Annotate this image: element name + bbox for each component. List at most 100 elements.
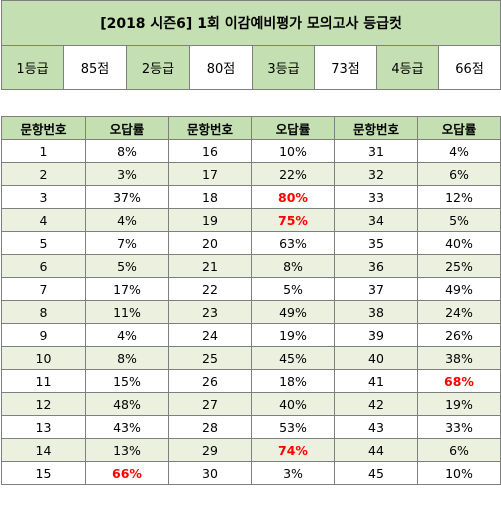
grade-label-2: 2등급	[126, 45, 190, 90]
table-row: 7 17% 22 5% 37 49%	[1, 277, 501, 301]
grade-label-1: 1등급	[1, 45, 64, 90]
question-number-cell: 30	[168, 461, 252, 485]
question-number-cell: 45	[334, 461, 418, 485]
question-number-cell: 32	[334, 162, 418, 186]
question-number-cell: 6	[1, 254, 86, 278]
table-row: 10 8% 25 45% 40 38%	[1, 346, 501, 370]
question-number-cell: 10	[1, 346, 86, 370]
error-rate-cell: 4%	[85, 323, 169, 347]
grade-score-1: 85점	[63, 45, 127, 90]
table-row: 1 8% 16 10% 31 4%	[1, 139, 501, 163]
question-number-cell: 5	[1, 231, 86, 255]
error-rate-cell: 40%	[251, 392, 335, 416]
error-rate-cell: 19%	[417, 392, 501, 416]
question-number-cell: 15	[1, 461, 86, 485]
question-number-cell: 29	[168, 438, 252, 462]
question-number-cell: 2	[1, 162, 86, 186]
question-number-cell: 25	[168, 346, 252, 370]
error-rate-cell: 48%	[85, 392, 169, 416]
table-row: 12 48% 27 40% 42 19%	[1, 392, 501, 416]
question-number-cell: 21	[168, 254, 252, 278]
error-rate-cell: 8%	[251, 254, 335, 278]
question-number-cell: 11	[1, 369, 86, 393]
question-number-cell: 38	[334, 300, 418, 324]
question-number-cell: 17	[168, 162, 252, 186]
page-title: [2018 시즌6] 1회 이감예비평가 모의고사 등급컷	[0, 0, 501, 46]
error-rate-cell: 49%	[251, 300, 335, 324]
error-rate-cell: 38%	[417, 346, 501, 370]
question-number-cell: 12	[1, 392, 86, 416]
table-row: 3 37% 18 80% 33 12%	[1, 185, 501, 209]
question-number-cell: 44	[334, 438, 418, 462]
error-rate-cell: 7%	[85, 231, 169, 255]
error-rate-cell: 49%	[417, 277, 501, 301]
column-header: 오답률	[85, 116, 169, 140]
column-header: 오답률	[417, 116, 501, 140]
error-rate-cell: 6%	[417, 438, 501, 462]
question-number-cell: 34	[334, 208, 418, 232]
grade-label-3: 3등급	[252, 45, 315, 90]
error-rate-cell: 33%	[417, 415, 501, 439]
question-number-cell: 1	[1, 139, 86, 163]
column-header: 오답률	[251, 116, 335, 140]
error-rate-cell: 63%	[251, 231, 335, 255]
table-row: 8 11% 23 49% 38 24%	[1, 300, 501, 324]
table-row: 15 66% 30 3% 45 10%	[1, 461, 501, 485]
question-number-cell: 23	[168, 300, 252, 324]
error-rate-cell: 19%	[251, 323, 335, 347]
question-number-cell: 33	[334, 185, 418, 209]
error-rate-cell: 40%	[417, 231, 501, 255]
question-number-cell: 27	[168, 392, 252, 416]
question-number-cell: 37	[334, 277, 418, 301]
error-rate-cell: 5%	[251, 277, 335, 301]
error-rate-cell-highlight: 66%	[85, 461, 169, 485]
question-number-cell: 31	[334, 139, 418, 163]
table-row: 13 43% 28 53% 43 33%	[1, 415, 501, 439]
question-number-cell: 7	[1, 277, 86, 301]
question-number-cell: 20	[168, 231, 252, 255]
grade-score-3: 73점	[314, 45, 377, 90]
error-rate-table: 문항번호 오답률 문항번호 오답률 문항번호 오답률 1 8% 16 10% 31 4% 2…	[1, 116, 501, 485]
error-rate-cell: 10%	[251, 139, 335, 163]
question-number-cell: 42	[334, 392, 418, 416]
error-rate-cell: 8%	[85, 139, 169, 163]
error-rate-cell: 17%	[85, 277, 169, 301]
error-rate-cell-highlight: 75%	[251, 208, 335, 232]
table-row: 4 4% 19 75% 34 5%	[1, 208, 501, 232]
question-number-cell: 19	[168, 208, 252, 232]
question-number-cell: 43	[334, 415, 418, 439]
error-rate-cell: 18%	[251, 369, 335, 393]
error-rate-cell: 11%	[85, 300, 169, 324]
error-rate-cell: 22%	[251, 162, 335, 186]
question-number-cell: 8	[1, 300, 86, 324]
question-number-cell: 16	[168, 139, 252, 163]
error-rate-cell-highlight: 68%	[417, 369, 501, 393]
question-number-cell: 40	[334, 346, 418, 370]
error-rate-cell: 26%	[417, 323, 501, 347]
question-number-cell: 14	[1, 438, 86, 462]
question-number-cell: 4	[1, 208, 86, 232]
question-number-cell: 24	[168, 323, 252, 347]
column-header: 문항번호	[1, 116, 86, 140]
error-rate-cell: 45%	[251, 346, 335, 370]
question-number-cell: 41	[334, 369, 418, 393]
column-header: 문항번호	[168, 116, 252, 140]
question-number-cell: 26	[168, 369, 252, 393]
table-row: 9 4% 24 19% 39 26%	[1, 323, 501, 347]
error-rate-cell: 13%	[85, 438, 169, 462]
column-header: 문항번호	[334, 116, 418, 140]
error-rate-cell: 37%	[85, 185, 169, 209]
question-number-cell: 18	[168, 185, 252, 209]
error-rate-cell: 12%	[417, 185, 501, 209]
question-number-cell: 3	[1, 185, 86, 209]
error-rate-cell: 5%	[417, 208, 501, 232]
question-number-cell: 28	[168, 415, 252, 439]
error-rate-cell: 8%	[85, 346, 169, 370]
error-rate-cell: 6%	[417, 162, 501, 186]
question-number-cell: 13	[1, 415, 86, 439]
table-row: 14 13% 29 74% 44 6%	[1, 438, 501, 462]
error-rate-cell-highlight: 80%	[251, 185, 335, 209]
question-number-cell: 22	[168, 277, 252, 301]
question-number-cell: 39	[334, 323, 418, 347]
question-number-cell: 35	[334, 231, 418, 255]
